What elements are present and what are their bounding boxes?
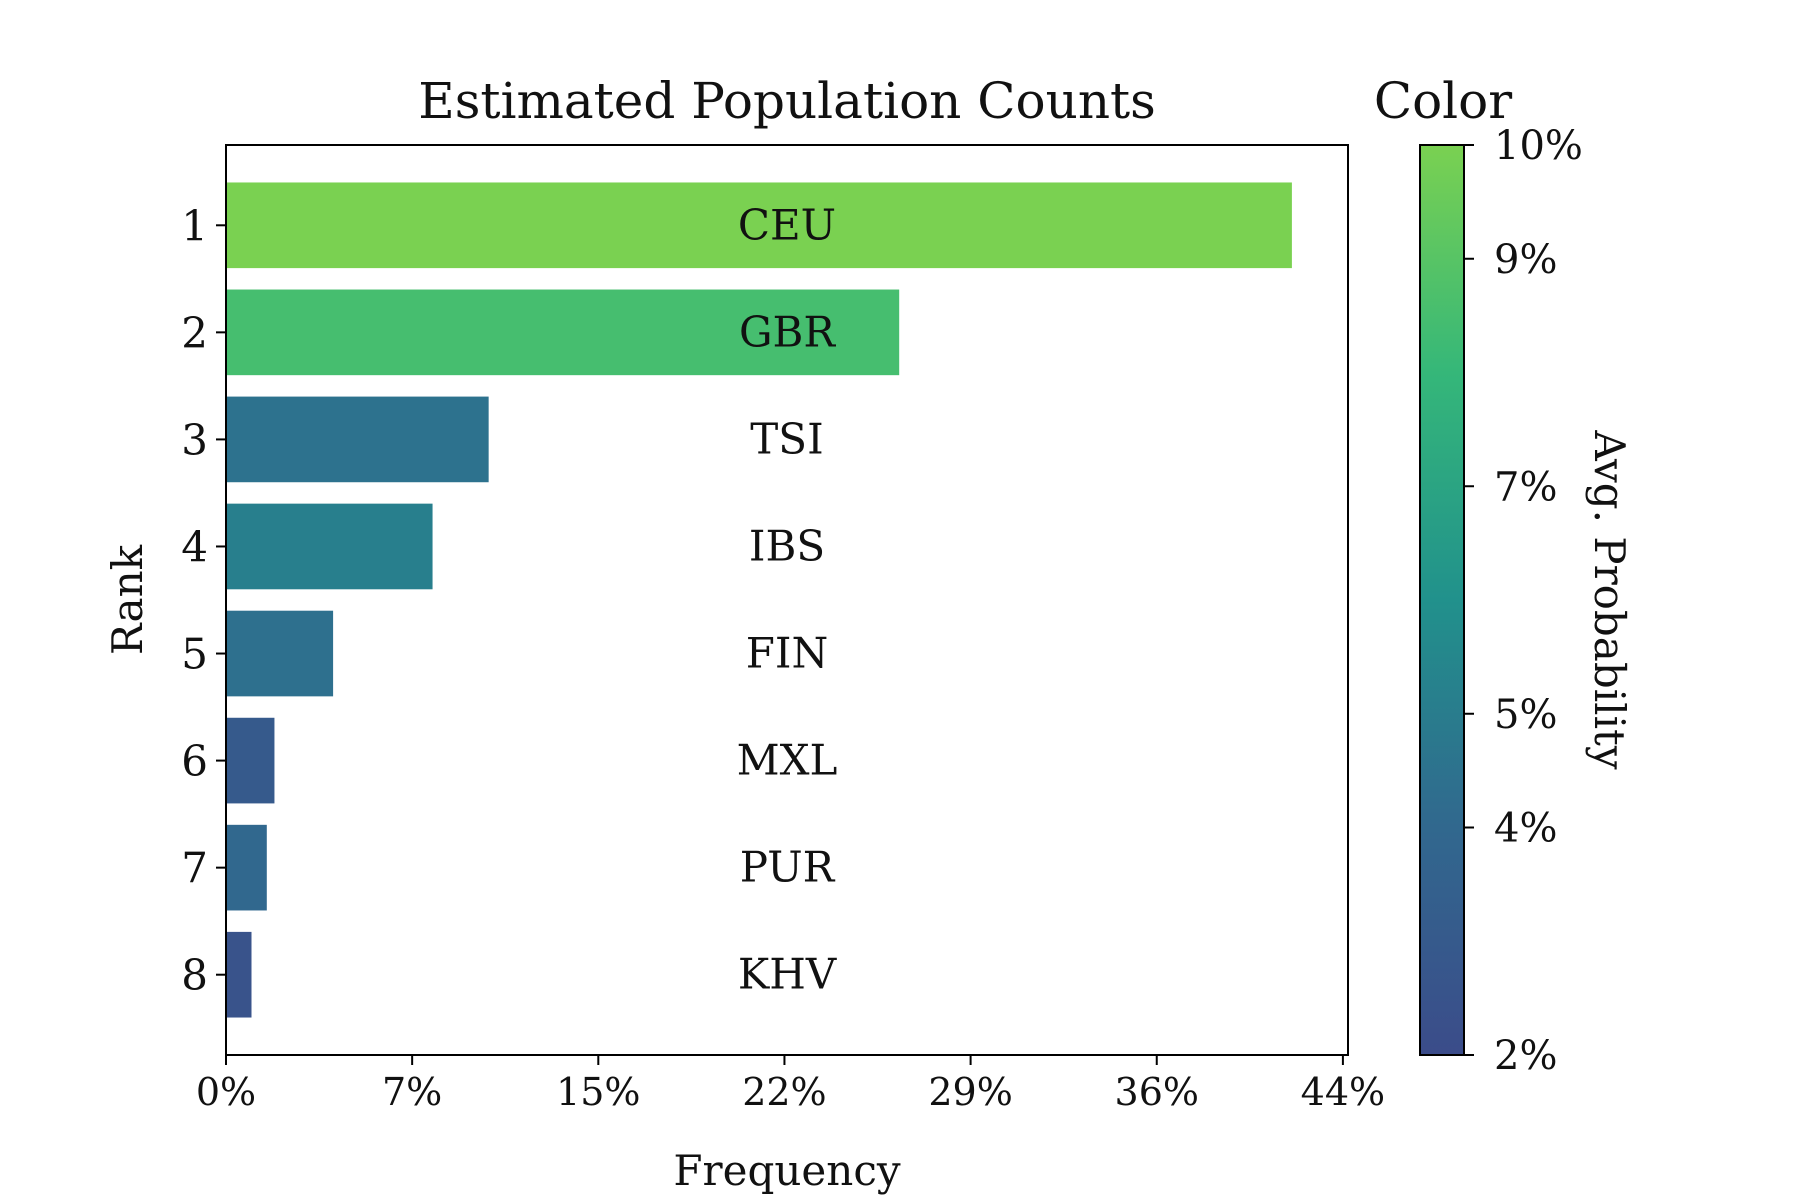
bar-label: MXL xyxy=(737,736,838,785)
bar-ceu xyxy=(226,182,1292,269)
x-tick-label: 44% xyxy=(1301,1070,1385,1114)
bar-gbr xyxy=(226,289,900,376)
bar-pur xyxy=(226,824,267,911)
colorbar-tick-label: 7% xyxy=(1494,464,1557,510)
x-axis-label: Frequency xyxy=(673,1146,900,1195)
colorbar-title: Color xyxy=(1374,72,1512,130)
x-tick-label: 29% xyxy=(928,1070,1012,1114)
plot-frame xyxy=(225,144,1349,1056)
x-tick-label: 36% xyxy=(1115,1070,1199,1114)
bar-label: TSI xyxy=(750,414,823,463)
x-axis: 0% 7% 15% 22% 29% 36% 44% xyxy=(196,1055,1385,1114)
colorbar-tick-label: 2% xyxy=(1494,1033,1557,1079)
x-tick-label: 22% xyxy=(742,1070,826,1114)
bar-khv xyxy=(226,931,252,1018)
bar-ibs xyxy=(226,503,433,590)
y-tick-label: 3 xyxy=(181,415,208,464)
y-tick-label: 7 xyxy=(181,844,208,893)
bar-mxl xyxy=(226,717,275,804)
x-tick-label: 7% xyxy=(382,1070,442,1114)
y-tick-label: 8 xyxy=(181,951,208,1000)
chart-title: Estimated Population Counts xyxy=(418,72,1156,130)
colorbar-tick-label: 9% xyxy=(1494,237,1557,283)
y-tick-label: 5 xyxy=(181,630,208,679)
y-tick-label: 2 xyxy=(181,308,208,357)
bar-label: GBR xyxy=(739,307,836,356)
colorbar xyxy=(1419,144,1465,1056)
y-tick-label: 6 xyxy=(181,737,208,786)
bars-layer xyxy=(226,182,1292,1018)
y-tick-label: 1 xyxy=(181,201,208,250)
x-tick-label: 15% xyxy=(556,1070,640,1114)
bar-label: CEU xyxy=(738,200,836,249)
y-tick-label: 4 xyxy=(181,522,208,571)
colorbar-ticks: 2% 4% 5% 7% 9% 10% xyxy=(1464,123,1583,1079)
x-tick-label: 0% xyxy=(196,1070,256,1114)
bar-fin xyxy=(226,610,334,697)
y-axis: 1 2 3 4 5 6 7 8 xyxy=(181,201,226,1000)
bar-label: KHV xyxy=(738,950,837,999)
colorbar-label: Avg. Probability xyxy=(1585,429,1634,770)
bar-labels-layer: CEU GBR TSI IBS FIN MXL PUR KHV xyxy=(737,200,838,998)
bar-label: PUR xyxy=(740,843,836,892)
colorbar-tick-label: 5% xyxy=(1494,692,1557,738)
bar-tsi xyxy=(226,396,489,483)
y-axis-label: Rank xyxy=(103,544,152,655)
bar-label: IBS xyxy=(749,521,825,570)
colorbar-tick-label: 10% xyxy=(1494,123,1583,169)
colorbar-tick-label: 4% xyxy=(1494,806,1557,852)
bar-label: FIN xyxy=(746,629,828,678)
